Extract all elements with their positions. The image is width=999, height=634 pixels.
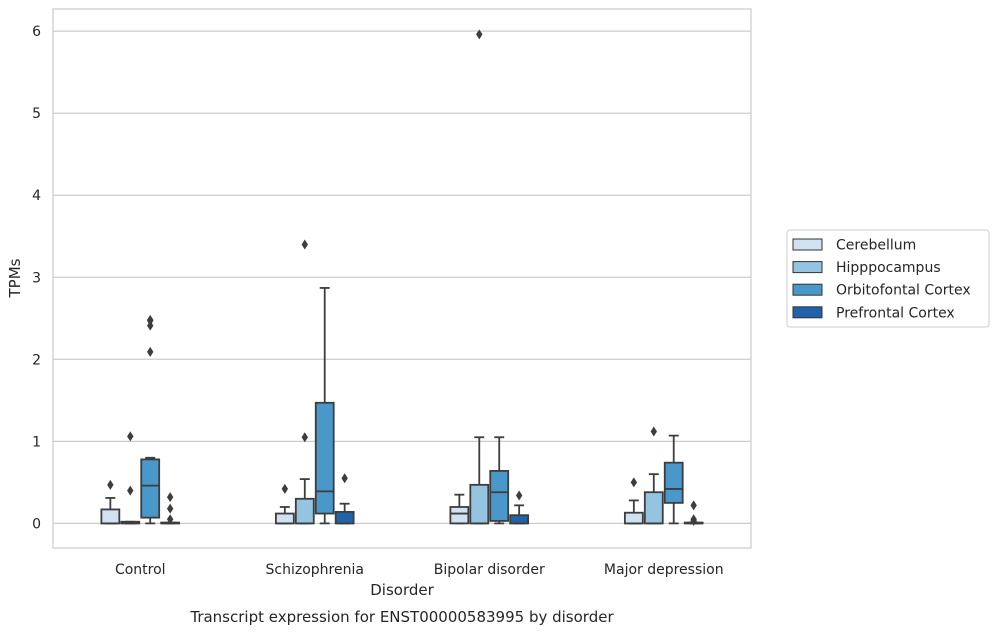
legend-entry: Orbitofontal Cortex bbox=[792, 283, 971, 299]
plot-frame bbox=[52, 8, 752, 549]
x-tick-label: Schizophrenia bbox=[266, 562, 364, 578]
iqr-box bbox=[449, 506, 470, 525]
iqr-box bbox=[509, 514, 530, 525]
iqr-box bbox=[469, 483, 490, 525]
y-tick-label: 4 bbox=[32, 188, 41, 204]
legend: Cerebellum Hipppocampus Orbitofontal Corte… bbox=[786, 229, 990, 328]
box-0-2 bbox=[449, 493, 470, 525]
outlier-point bbox=[650, 426, 657, 437]
iqr-box bbox=[100, 508, 121, 525]
chart-title: Transcript expression for ENST0000058399… bbox=[189, 608, 614, 626]
outlier-point bbox=[147, 314, 154, 325]
x-tick-label: Control bbox=[115, 562, 166, 578]
box-3-1 bbox=[334, 473, 355, 525]
y-tick-label: 2 bbox=[32, 352, 41, 368]
legend-entry: Prefrontal Cortex bbox=[792, 305, 955, 321]
y-tick-labels: 0 1 2 3 4 5 6 bbox=[32, 24, 41, 532]
legend-swatch bbox=[792, 283, 823, 296]
box-3-0 bbox=[160, 492, 181, 525]
legend-label: Prefrontal Cortex bbox=[836, 305, 955, 321]
x-axis-label: Disorder bbox=[370, 581, 434, 599]
outlier-point bbox=[166, 503, 174, 514]
y-tick-label: 0 bbox=[32, 516, 41, 532]
box-1-1 bbox=[294, 239, 315, 525]
box-1-3 bbox=[643, 426, 664, 525]
plot-background bbox=[53, 9, 751, 548]
legend-swatch bbox=[792, 238, 823, 251]
box-2-3 bbox=[663, 434, 684, 525]
legend-swatch bbox=[792, 306, 823, 319]
y-tick-label: 3 bbox=[32, 270, 41, 286]
x-tick-labels: Control Schizophrenia Bipolar disorder Majo… bbox=[115, 562, 724, 578]
box-2-1 bbox=[314, 287, 335, 525]
y-tick-label: 1 bbox=[32, 434, 41, 450]
iqr-box bbox=[623, 511, 644, 525]
outlier-point bbox=[690, 515, 697, 526]
outlier-point bbox=[127, 485, 134, 496]
y-tick-label: 6 bbox=[32, 24, 41, 40]
outlier-point bbox=[147, 346, 154, 357]
legend-entries: Cerebellum Hipppocampus Orbitofontal Corte… bbox=[792, 238, 971, 321]
y-tick-label: 5 bbox=[32, 106, 41, 122]
outlier-point bbox=[341, 473, 348, 484]
iqr-box bbox=[663, 461, 684, 504]
outlier-point bbox=[630, 477, 638, 488]
legend-frame bbox=[786, 229, 990, 328]
box-1-2 bbox=[469, 29, 490, 525]
iqr-box bbox=[274, 512, 295, 525]
box-2-2 bbox=[489, 436, 510, 525]
outlier-point bbox=[147, 320, 154, 331]
x-tick-label: Bipolar disorder bbox=[434, 562, 545, 578]
box-0-0 bbox=[100, 479, 121, 525]
iqr-box bbox=[140, 458, 161, 519]
legend-label: Cerebellum bbox=[836, 238, 916, 254]
box-2-0 bbox=[140, 314, 161, 525]
iqr-box bbox=[314, 401, 335, 515]
y-axis-label: TPMs bbox=[6, 258, 24, 298]
legend-entry: Hipppocampus bbox=[792, 260, 941, 276]
outlier-point bbox=[301, 432, 308, 443]
outlier-point bbox=[515, 490, 523, 501]
outlier-point bbox=[690, 500, 697, 511]
legend-entry: Cerebellum bbox=[792, 238, 916, 254]
outlier-point bbox=[301, 239, 308, 250]
outlier-point bbox=[166, 514, 174, 525]
outlier-point bbox=[281, 483, 289, 494]
iqr-box bbox=[643, 491, 664, 525]
iqr-box bbox=[294, 497, 315, 525]
box-0-3 bbox=[623, 477, 644, 525]
box-3-2 bbox=[509, 490, 530, 525]
box-0-1 bbox=[274, 483, 295, 525]
outlier-point bbox=[127, 431, 134, 442]
box-3-3 bbox=[683, 500, 704, 526]
outlier-point bbox=[166, 492, 174, 503]
outlier-point bbox=[107, 479, 114, 490]
iqr-box bbox=[489, 469, 510, 522]
legend-label: Hipppocampus bbox=[836, 260, 941, 276]
legend-swatch bbox=[792, 261, 823, 274]
boxes bbox=[100, 29, 704, 526]
iqr-box bbox=[334, 511, 355, 525]
outlier-point bbox=[476, 29, 483, 40]
legend-label: Orbitofontal Cortex bbox=[836, 283, 971, 299]
x-tick-label: Major depression bbox=[604, 562, 724, 578]
box-1-0 bbox=[120, 431, 141, 525]
